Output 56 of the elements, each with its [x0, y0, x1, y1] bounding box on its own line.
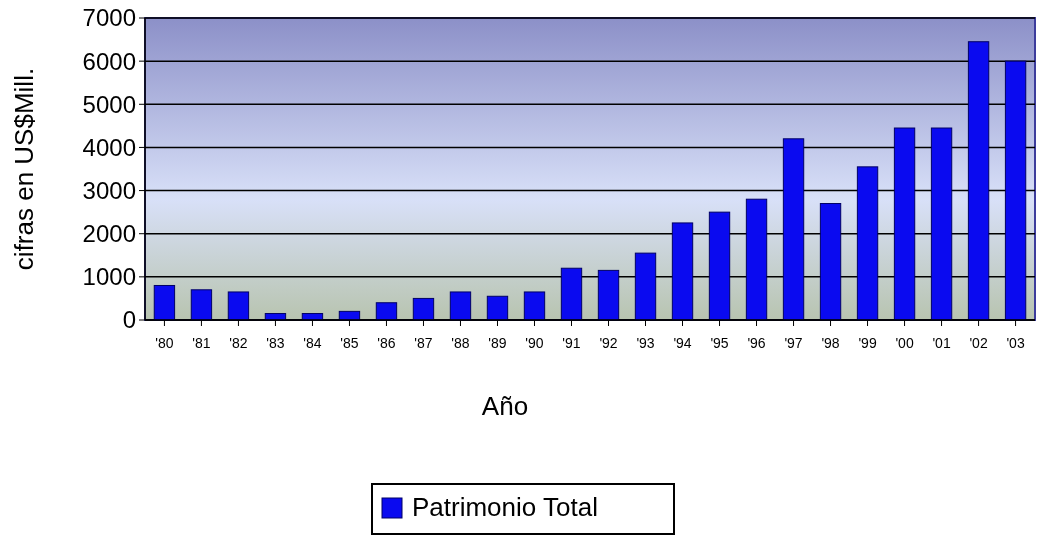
x-tick-label: '94 [673, 335, 692, 351]
bar [597, 269, 620, 321]
bar [745, 198, 768, 321]
x-tick-label: '91 [562, 335, 581, 351]
x-tick-label: '89 [488, 335, 507, 351]
x-tick-label: '03 [1006, 335, 1025, 351]
y-tick-label: 7000 [82, 4, 136, 32]
y-tick-label: 2000 [82, 220, 136, 248]
y-tick-label: 3000 [82, 176, 136, 204]
x-tick-label: '81 [192, 335, 211, 351]
x-tick-label: '85 [340, 335, 359, 351]
y-tick-label: 1000 [82, 263, 136, 291]
bar [449, 291, 472, 321]
bar [227, 291, 250, 321]
x-tick-label: '99 [858, 335, 877, 351]
y-tick-label: 4000 [82, 133, 136, 161]
x-tick-label: '97 [784, 335, 803, 351]
x-tick-label: '87 [414, 335, 433, 351]
y-tick-label: 0 [122, 306, 136, 334]
bar [523, 291, 546, 321]
bar [486, 295, 509, 321]
x-tick-label: '90 [525, 335, 544, 351]
x-axis-title: Año [481, 391, 529, 421]
bar [930, 127, 953, 321]
x-tick-label: '93 [636, 335, 655, 351]
x-tick-label: '86 [377, 335, 396, 351]
x-tick-label: '01 [932, 335, 951, 351]
bar [560, 267, 583, 321]
x-tick-label: '84 [303, 335, 322, 351]
y-tick-label: 6000 [82, 47, 136, 75]
bar [1004, 60, 1027, 321]
x-tick-label: '96 [747, 335, 766, 351]
legend-label: Patrimonio Total [412, 492, 598, 522]
bar [708, 211, 731, 321]
bar [819, 203, 842, 321]
x-tick-label: '98 [821, 335, 840, 351]
x-tick-label: '82 [229, 335, 248, 351]
bar [671, 222, 694, 321]
x-tick-label: '92 [599, 335, 618, 351]
x-tick-label: '80 [155, 335, 174, 351]
bar [967, 41, 990, 321]
bar [856, 166, 879, 321]
x-tick-label: '02 [969, 335, 988, 351]
bar [375, 302, 398, 321]
x-tick-label: '00 [895, 335, 914, 351]
x-tick-label: '95 [710, 335, 729, 351]
y-axis-title: cifras en US$Mill. [9, 67, 39, 271]
bar [190, 289, 213, 321]
x-tick-label: '83 [266, 335, 285, 351]
bar [634, 252, 657, 321]
bar [893, 127, 916, 321]
y-tick-label: 5000 [82, 90, 136, 118]
bar [782, 138, 805, 321]
bar [153, 284, 176, 321]
bar [412, 297, 435, 321]
x-tick-label: '88 [451, 335, 470, 351]
